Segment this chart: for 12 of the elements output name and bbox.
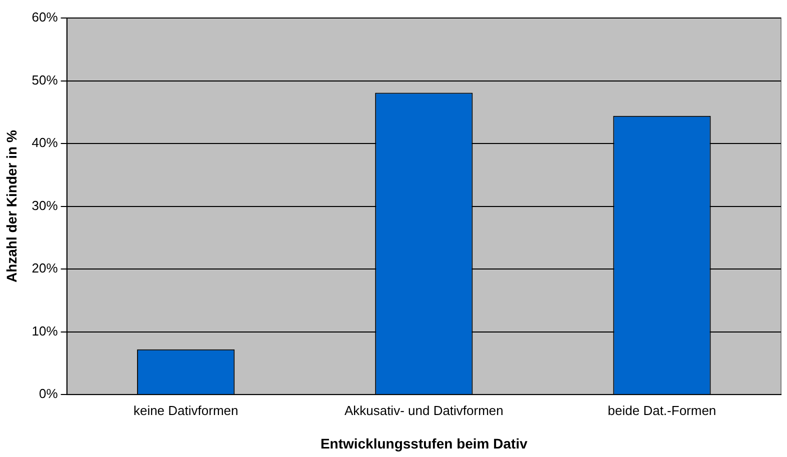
x-axis-title: Entwicklungsstufen beim Dativ [320, 435, 528, 452]
y-tick-label: 40% [32, 135, 58, 150]
y-tick-label: 10% [32, 323, 58, 338]
x-tick-label: Akkusativ- und Dativformen [344, 402, 504, 418]
y-axis-title: Ahzahl der Kinder in % [3, 130, 20, 283]
y-tick-label: 20% [32, 260, 58, 276]
y-tick-label: 30% [32, 198, 58, 213]
y-tick-label: 60% [32, 10, 58, 25]
y-tick-label: 50% [32, 72, 58, 88]
x-tick-label: keine Dativformen [133, 402, 238, 418]
x-tick-label: beide Dat.-Formen [608, 402, 716, 418]
y-tick-label: 0% [39, 386, 58, 402]
